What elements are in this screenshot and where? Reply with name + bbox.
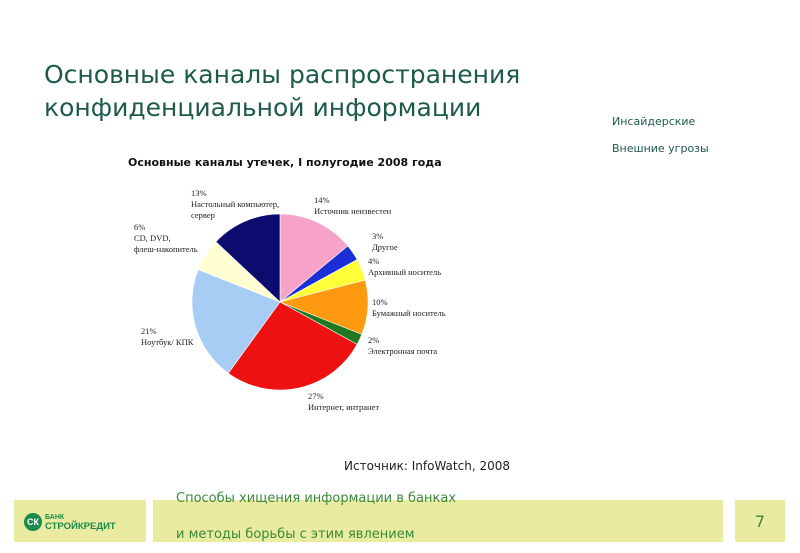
slide-title-line2: конфиденциальной информации: [44, 93, 482, 122]
slide-title: Основные каналы распространения конфиден…: [44, 58, 604, 124]
side-label-external: Внешние угрозы: [612, 142, 709, 155]
footer-text-panel: [153, 500, 723, 542]
footer-page-panel: [735, 500, 785, 542]
slice-label-2: 4% Архивный носитель: [368, 256, 441, 277]
slice-label-1: 3% Другое: [372, 231, 398, 252]
logo-mark-icon: СК: [24, 513, 42, 531]
pie-slice-6: [191, 269, 281, 374]
logo-line1: БАНК: [45, 514, 65, 521]
slice-label-5: 27% Интернет, интранет: [308, 391, 379, 412]
pie-slice-8: [215, 213, 281, 303]
pie-slices: [191, 213, 369, 391]
source-note: Источник: InfoWatch, 2008: [344, 459, 510, 473]
side-label-insider: Инсайдерские: [612, 115, 696, 128]
slice-label-4: 2% Электронная почта: [368, 335, 437, 356]
bank-logo: СК БАНК СТРОЙКРЕДИТ: [24, 513, 116, 531]
slice-label-7: 6% CD, DVD, флеш-накопитель: [134, 222, 198, 254]
chart-title: Основные каналы утечек, I полугодие 2008…: [128, 156, 442, 169]
slice-label-0: 14% Источник неизвестен: [314, 195, 392, 216]
slice-label-3: 10% Бумажный носитель: [372, 297, 446, 318]
slice-label-6: 21% Ноутбук/ КПК: [141, 326, 194, 347]
page-number: 7: [754, 512, 766, 531]
footer-line2: и методы борьбы с этим явлением: [176, 527, 415, 542]
pie-labels: 14% Источник неизвестен 3% Другое 4% Архивный…: [134, 188, 446, 412]
pie-slice-5: [227, 301, 358, 391]
logo-text: БАНК СТРОЙКРЕДИТ: [45, 513, 116, 531]
logo-line2: СТРОЙКРЕДИТ: [45, 521, 116, 532]
slide-title-line1: Основные каналы распространения: [44, 60, 521, 89]
pie-slice-0: [279, 213, 349, 303]
slice-label-8: 13% Настольный компьютер, сервер: [191, 188, 279, 220]
footer-line1: Способы хищения информации в банках: [176, 491, 457, 506]
